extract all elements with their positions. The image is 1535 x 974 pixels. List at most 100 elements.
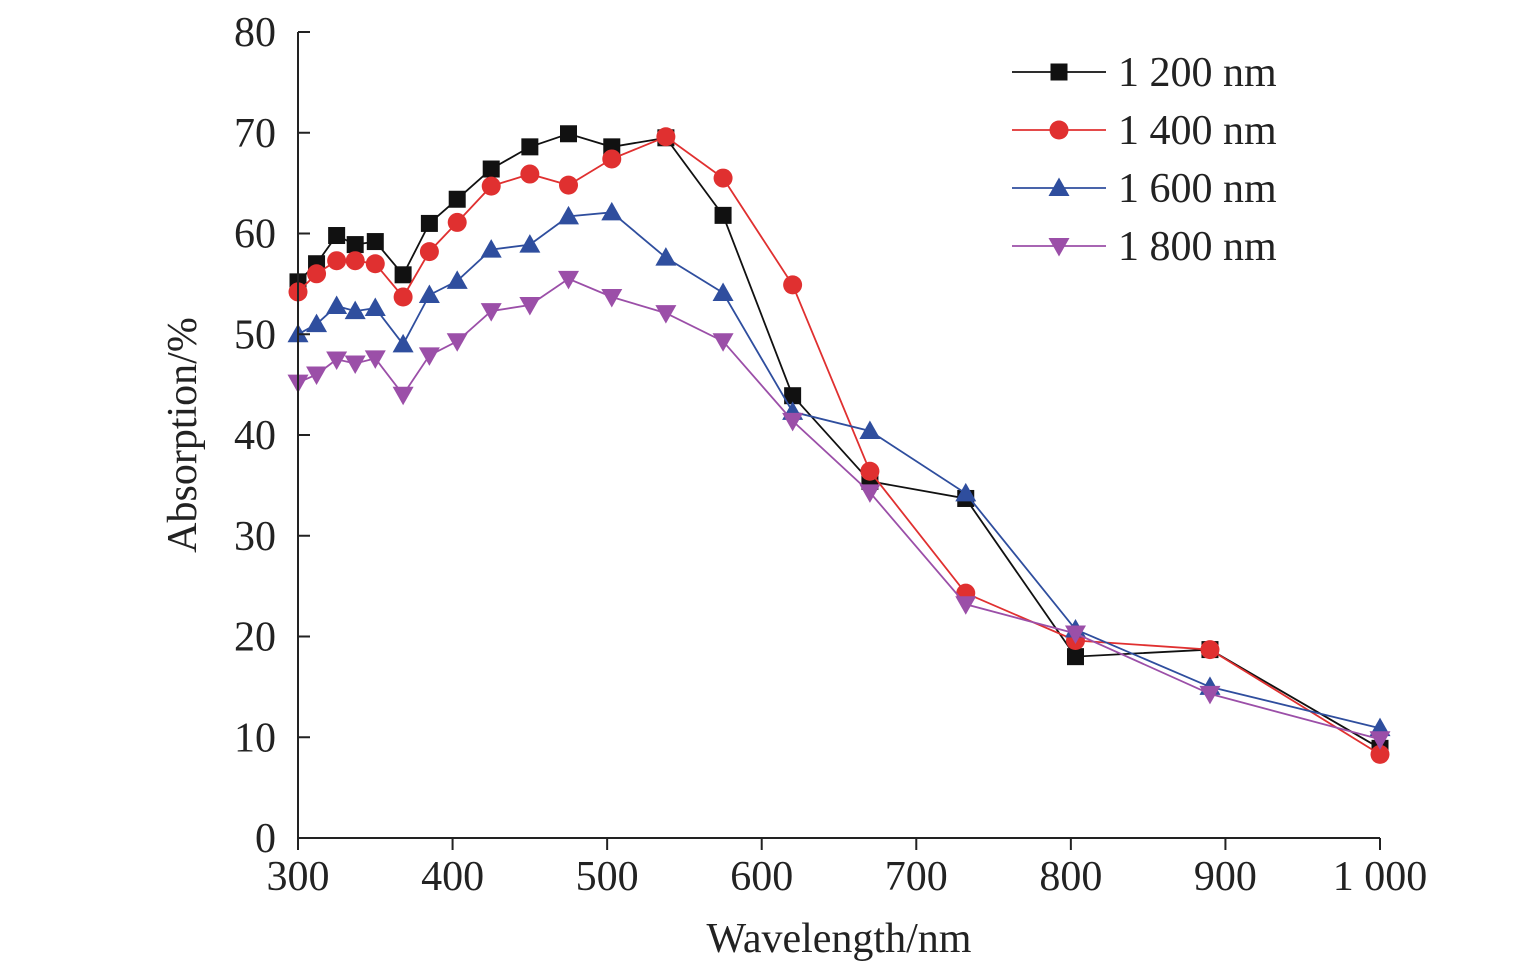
series-4 — [287, 270, 1391, 750]
data-point — [782, 412, 804, 432]
data-point — [418, 284, 440, 303]
data-point — [1369, 731, 1391, 750]
data-point — [601, 201, 623, 221]
data-point — [326, 351, 348, 370]
data-point — [558, 270, 579, 290]
data-point — [655, 247, 677, 266]
data-point — [366, 233, 384, 251]
legend-marker — [1048, 238, 1070, 257]
y-tick-label: 80 — [234, 10, 276, 56]
y-tick-label: 10 — [234, 715, 276, 761]
data-point — [326, 295, 348, 315]
data-point — [394, 266, 412, 284]
data-point — [560, 125, 577, 143]
data-point — [446, 333, 468, 352]
data-point — [446, 270, 468, 289]
legend-marker — [1049, 120, 1069, 140]
data-point — [393, 287, 413, 307]
legend-entry: 1 400 nm — [1012, 108, 1277, 154]
data-point — [418, 347, 440, 366]
legend-entry: 1 600 nm — [1012, 166, 1277, 212]
y-tick-label: 40 — [234, 413, 276, 459]
x-tick-label: 900 — [1194, 854, 1257, 900]
data-point — [712, 282, 734, 301]
data-point — [656, 127, 676, 147]
legend-label: 1 400 nm — [1118, 108, 1277, 154]
data-point — [447, 212, 467, 232]
data-point — [521, 138, 539, 156]
plot-area — [287, 125, 1391, 764]
y-tick-label: 70 — [234, 111, 276, 157]
data-point — [345, 251, 365, 271]
data-point — [713, 168, 733, 188]
data-point — [784, 387, 802, 405]
x-tick-label: 700 — [885, 854, 948, 900]
data-point — [482, 160, 500, 178]
data-point — [860, 461, 880, 481]
data-point — [1199, 685, 1221, 705]
data-point — [306, 313, 328, 333]
series-3 — [287, 201, 1391, 737]
legend-marker — [1048, 177, 1070, 196]
data-point — [712, 333, 734, 352]
data-point — [558, 205, 579, 225]
data-point — [714, 206, 732, 224]
legend-entry: 1 200 nm — [1012, 50, 1277, 96]
data-point — [344, 355, 366, 374]
data-point — [655, 305, 677, 324]
data-point — [306, 366, 328, 386]
data-point — [392, 386, 414, 406]
x-tick-label: 800 — [1039, 854, 1102, 900]
data-point — [480, 239, 502, 258]
y-tick-label: 0 — [255, 816, 276, 862]
data-point — [955, 596, 977, 615]
series-line — [297, 277, 1381, 741]
data-point — [1370, 744, 1390, 764]
x-tick-label: 600 — [730, 854, 793, 900]
data-point — [419, 242, 439, 262]
data-point — [1066, 648, 1084, 666]
data-point — [392, 333, 414, 353]
data-point — [346, 236, 364, 254]
data-point — [559, 175, 578, 195]
data-point — [859, 420, 881, 439]
data-point — [520, 164, 540, 184]
y-tick-label: 30 — [234, 514, 276, 560]
data-point — [481, 176, 501, 196]
data-point — [1200, 640, 1220, 660]
series-1 — [289, 125, 1389, 757]
data-point — [364, 297, 386, 317]
data-point — [365, 254, 385, 274]
legend: 1 200 nm 1 400 nm 1 600 nm 1 800 nm — [1012, 50, 1277, 270]
x-tick-label: 1 000 — [1333, 854, 1428, 900]
data-point — [519, 234, 541, 253]
x-axis-title: Wavelength/nm — [707, 916, 972, 962]
data-point — [327, 251, 347, 271]
data-point — [955, 482, 977, 502]
y-tick-label: 20 — [234, 615, 276, 661]
x-tick-label: 300 — [267, 854, 330, 900]
data-point — [480, 303, 502, 322]
series-2 — [288, 127, 1390, 764]
y-tick-label: 60 — [234, 212, 276, 258]
data-point — [519, 297, 541, 316]
legend-entry: 1 800 nm — [1012, 224, 1277, 270]
data-point — [601, 288, 623, 308]
y-axis-title: Absorption/% — [160, 317, 206, 553]
data-point — [783, 275, 803, 295]
data-point — [307, 264, 327, 284]
legend-label: 1 800 nm — [1118, 224, 1277, 270]
data-point — [448, 190, 466, 208]
legend-label: 1 200 nm — [1118, 50, 1277, 96]
data-point — [859, 484, 881, 503]
data-point — [364, 350, 386, 369]
legend-label: 1 600 nm — [1118, 166, 1277, 212]
data-point — [1064, 625, 1086, 644]
data-point — [602, 149, 622, 169]
x-tick-label: 400 — [421, 854, 484, 900]
legend-marker — [1050, 63, 1068, 81]
axes: 0 10 20 30 40 50 60 70 80 300 400 500 600 700 800 900 1 … — [160, 10, 1427, 962]
data-point — [328, 227, 346, 245]
x-tick-label: 500 — [576, 854, 639, 900]
